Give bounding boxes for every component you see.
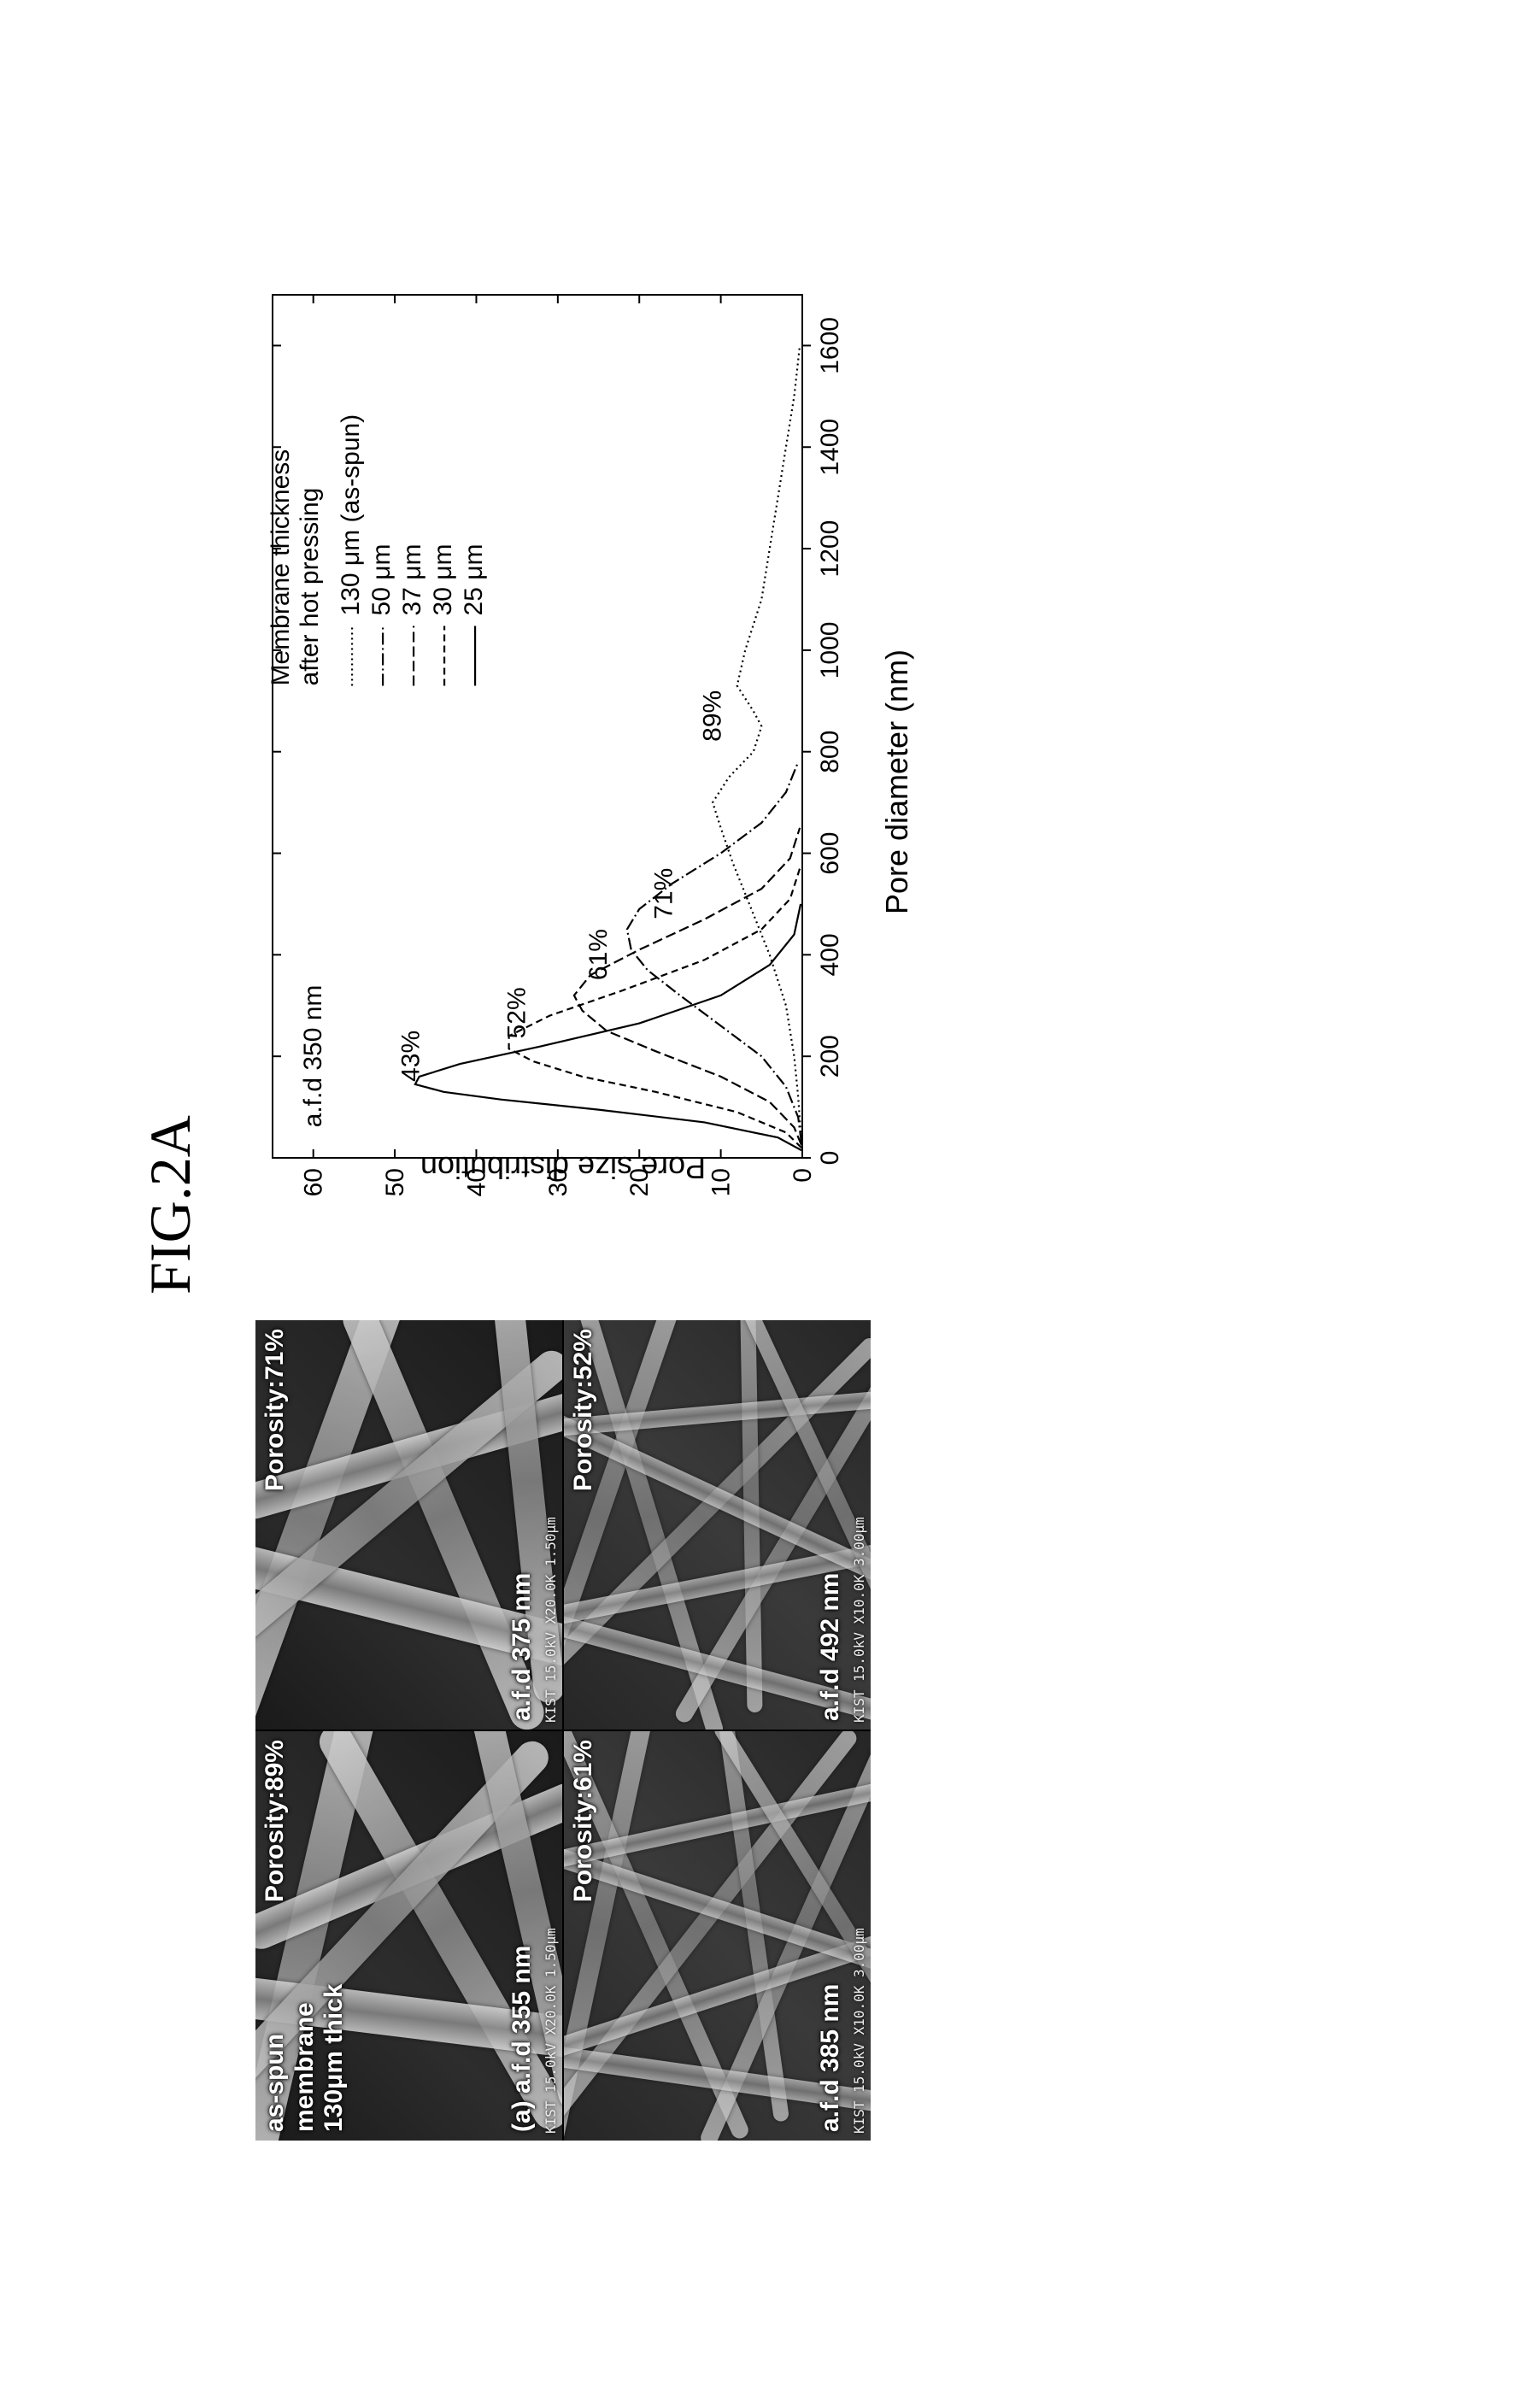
sem-panel-b: Porosity:71% a.f.d 375 nm KIST 15.0kV X20.…	[255, 1320, 562, 1730]
sem-panel-d-afd: a.f.d 492 nm	[816, 1573, 846, 1721]
series-anno-71: 71%	[649, 868, 678, 919]
sem-panel-d-porosity: Porosity:52%	[569, 1329, 598, 1491]
chart-title: a.f.d 350 nm	[299, 985, 327, 1128]
svg-text:800: 800	[816, 731, 844, 773]
series-anno-61: 61%	[584, 929, 613, 980]
svg-text:60: 60	[300, 1168, 328, 1196]
svg-text:0: 0	[789, 1168, 817, 1183]
svg-text:0: 0	[816, 1151, 844, 1166]
svg-text:30: 30	[544, 1168, 572, 1196]
sem-panel-c-porosity: Porosity:61%	[569, 1740, 598, 1902]
svg-text:40: 40	[462, 1168, 490, 1196]
series-anno-89: 89%	[699, 690, 727, 742]
svg-text:50: 50	[381, 1168, 409, 1196]
sem-panel-d-footer: KIST 15.0kV X10.0K 3.00μm	[851, 1517, 867, 1723]
legend-title-line-0: Membrane thickness	[267, 449, 295, 686]
svg-text:1000: 1000	[816, 622, 844, 679]
sem-panel-c: Porosity:61% a.f.d 385 nm KIST 15.0kV X10.…	[564, 1731, 871, 2141]
sem-image-grid: as-spunmembrane130μm thick Porosity:89% (a…	[255, 1320, 871, 2141]
sem-panel-b-afd: a.f.d 375 nm	[508, 1573, 537, 1721]
legend-label-4: 25 μm	[460, 543, 488, 615]
series-50-μm	[627, 762, 801, 1143]
chart-svg: 0 200 400 600 800 1000 1200 1400 1600 0 10 20 30 40 50…	[255, 278, 854, 1218]
legend-label-0: 130 μm (as-spun)	[337, 414, 365, 616]
series-anno-52: 52%	[503, 987, 531, 1038]
sem-panel-a-afd: (a) a.f.d 355 nm	[508, 1946, 537, 2132]
svg-text:200: 200	[816, 1035, 844, 1078]
sem-panel-b-footer: KIST 15.0kV X20.0K 1.50μm	[543, 1517, 559, 1723]
sem-panel-a-footer: KIST 15.0kV X20.0K 1.50μm	[543, 1928, 559, 2134]
sem-panel-a-porosity: Porosity:89%	[261, 1740, 290, 1902]
pore-size-chart: Pore size distribution Pore diameter (nm…	[255, 269, 871, 1295]
figure-label: FIG.2A	[137, 1115, 204, 1295]
svg-text:1200: 1200	[816, 520, 844, 578]
sem-panel-a-caption: as-spunmembrane130μm thick	[261, 1984, 349, 2132]
sem-panel-d: Porosity:52% a.f.d 492 nm KIST 15.0kV X10.…	[564, 1320, 871, 1730]
sem-panel-c-footer: KIST 15.0kV X10.0K 3.00μm	[851, 1928, 867, 2134]
svg-text:1600: 1600	[816, 317, 844, 374]
figure-page: FIG.2A as-spunmembrane130μm thick Porosit…	[120, 94, 1401, 2316]
sem-panel-b-porosity: Porosity:71%	[261, 1329, 290, 1491]
svg-text:600: 600	[816, 831, 844, 874]
svg-text:400: 400	[816, 933, 844, 976]
svg-text:10: 10	[707, 1168, 736, 1196]
series-37-μm	[574, 828, 801, 1145]
series-anno-43: 43%	[397, 1031, 425, 1082]
figure-content-row: as-spunmembrane130μm thick Porosity:89% (a…	[255, 269, 871, 2141]
svg-text:20: 20	[625, 1168, 654, 1196]
chart-x-label: Pore diameter (nm)	[879, 649, 915, 914]
svg-text:1400: 1400	[816, 419, 844, 476]
legend-label-2: 37 μm	[398, 543, 426, 615]
sem-panel-c-afd: a.f.d 385 nm	[816, 1984, 846, 2132]
legend-label-1: 50 μm	[367, 543, 396, 615]
sem-panel-a: as-spunmembrane130μm thick Porosity:89% (a…	[255, 1731, 562, 2141]
legend-label-3: 30 μm	[429, 543, 457, 615]
legend-title-line-1: after hot pressing	[296, 488, 324, 686]
